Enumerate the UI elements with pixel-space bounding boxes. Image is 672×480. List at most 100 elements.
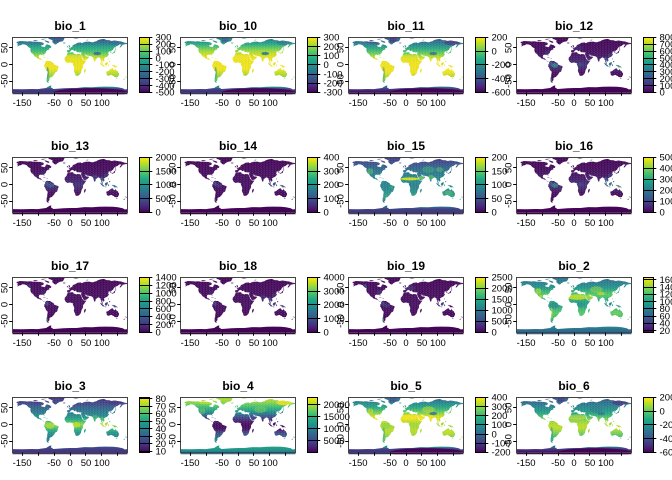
svg-text:-300: -300: [156, 74, 175, 85]
svg-text:100: 100: [598, 218, 614, 229]
svg-text:0: 0: [504, 422, 515, 427]
svg-text:50: 50: [585, 218, 596, 229]
svg-text:50: 50: [81, 458, 92, 469]
svg-text:-150: -150: [517, 98, 536, 109]
svg-text:-150: -150: [13, 338, 32, 349]
svg-text:0: 0: [660, 88, 665, 99]
svg-text:10000: 10000: [324, 424, 350, 435]
svg-text:120: 120: [660, 290, 672, 301]
svg-text:0: 0: [67, 338, 72, 349]
svg-text:bio_18: bio_18: [219, 259, 257, 273]
svg-text:bio_19: bio_19: [387, 259, 425, 273]
svg-text:0: 0: [156, 53, 161, 64]
svg-text:-400: -400: [660, 434, 672, 445]
svg-text:-50: -50: [551, 98, 565, 109]
svg-text:0: 0: [403, 458, 408, 469]
svg-text:0: 0: [660, 406, 665, 417]
svg-text:8000: 8000: [660, 33, 672, 44]
svg-text:bio_14: bio_14: [219, 139, 257, 153]
svg-text:100: 100: [324, 194, 340, 205]
svg-text:-50: -50: [47, 98, 61, 109]
svg-text:20: 20: [156, 439, 167, 450]
svg-text:3000: 3000: [660, 175, 672, 186]
svg-text:50: 50: [585, 458, 596, 469]
svg-text:bio_3: bio_3: [54, 379, 86, 393]
svg-text:100: 100: [94, 338, 110, 349]
svg-text:50: 50: [585, 338, 596, 349]
svg-text:2000: 2000: [660, 186, 672, 197]
svg-text:50: 50: [417, 98, 428, 109]
svg-text:20: 20: [660, 326, 671, 337]
svg-text:0: 0: [492, 328, 497, 339]
svg-text:bio_10: bio_10: [219, 19, 257, 33]
svg-text:-150: -150: [181, 338, 200, 349]
svg-text:-50: -50: [336, 314, 347, 328]
svg-text:-500: -500: [156, 88, 175, 99]
svg-text:50: 50: [417, 338, 428, 349]
svg-text:0: 0: [492, 429, 497, 440]
svg-text:bio_16: bio_16: [555, 139, 593, 153]
svg-text:50: 50: [0, 403, 11, 414]
svg-text:bio_5: bio_5: [390, 379, 422, 393]
svg-text:100: 100: [430, 458, 446, 469]
svg-text:4000: 4000: [660, 164, 672, 175]
svg-text:50: 50: [336, 403, 347, 414]
svg-text:50: 50: [81, 218, 92, 229]
svg-text:50: 50: [81, 98, 92, 109]
svg-text:0: 0: [0, 302, 11, 307]
svg-text:-150: -150: [349, 98, 368, 109]
svg-text:60: 60: [156, 409, 167, 420]
svg-text:0: 0: [571, 458, 576, 469]
svg-text:300: 300: [324, 166, 340, 177]
svg-text:200: 200: [492, 33, 508, 44]
svg-text:-50: -50: [0, 434, 11, 448]
svg-text:150: 150: [492, 166, 508, 177]
svg-text:0: 0: [336, 422, 347, 427]
svg-text:-150: -150: [181, 218, 200, 229]
svg-text:-50: -50: [47, 218, 61, 229]
svg-text:0: 0: [324, 208, 329, 219]
svg-text:4000: 4000: [660, 60, 672, 71]
svg-text:50: 50: [504, 403, 515, 414]
svg-text:400: 400: [324, 153, 340, 164]
svg-text:0: 0: [492, 208, 497, 219]
svg-text:-150: -150: [349, 218, 368, 229]
svg-text:0: 0: [403, 338, 408, 349]
svg-text:200: 200: [324, 180, 340, 191]
svg-text:-50: -50: [168, 74, 179, 88]
svg-text:100: 100: [94, 218, 110, 229]
svg-text:0: 0: [235, 338, 240, 349]
svg-text:-50: -50: [47, 338, 61, 349]
svg-text:60: 60: [660, 311, 671, 322]
svg-text:bio_1: bio_1: [54, 19, 86, 33]
svg-text:-50: -50: [504, 194, 515, 208]
svg-text:70: 70: [156, 401, 167, 412]
svg-text:300: 300: [324, 33, 340, 44]
svg-text:50: 50: [336, 283, 347, 294]
svg-text:2000: 2000: [492, 284, 513, 295]
svg-text:-50: -50: [336, 194, 347, 208]
svg-text:-50: -50: [336, 74, 347, 88]
svg-text:-50: -50: [168, 434, 179, 448]
svg-text:-600: -600: [492, 88, 511, 99]
svg-text:0: 0: [324, 60, 329, 71]
svg-text:200: 200: [156, 40, 172, 51]
svg-text:0: 0: [156, 208, 161, 219]
svg-text:-200: -200: [156, 67, 175, 78]
svg-text:200: 200: [156, 320, 172, 331]
svg-text:3000: 3000: [324, 286, 345, 297]
svg-text:1000: 1000: [660, 197, 672, 208]
svg-text:50: 50: [168, 403, 179, 414]
svg-text:-50: -50: [551, 218, 565, 229]
svg-text:-50: -50: [383, 458, 397, 469]
svg-text:50: 50: [168, 283, 179, 294]
svg-text:-50: -50: [504, 314, 515, 328]
svg-text:0: 0: [67, 458, 72, 469]
svg-text:140: 140: [660, 282, 672, 293]
svg-text:15000: 15000: [324, 412, 350, 423]
svg-text:bio_6: bio_6: [558, 379, 590, 393]
svg-text:100: 100: [324, 51, 340, 62]
svg-text:7000: 7000: [660, 40, 672, 51]
svg-text:-50: -50: [0, 314, 11, 328]
svg-text:0: 0: [403, 218, 408, 229]
